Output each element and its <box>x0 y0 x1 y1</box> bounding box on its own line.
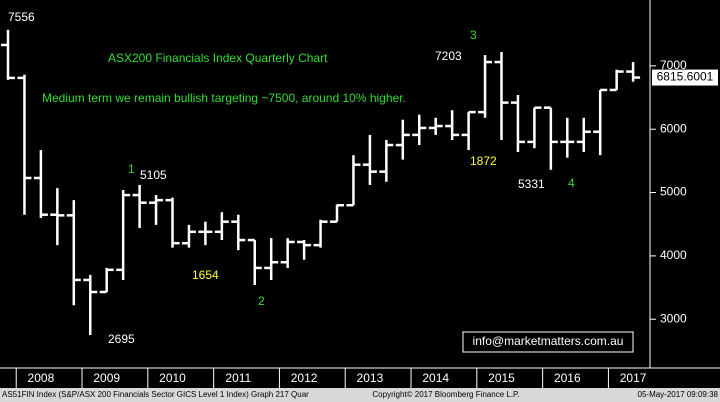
y-tick-label: 5000 <box>660 185 687 199</box>
x-tick-label: 2010 <box>159 371 186 385</box>
x-tick-label: 2017 <box>620 371 647 385</box>
annotation: 5331 <box>518 177 545 191</box>
x-tick-label: 2009 <box>93 371 120 385</box>
last-price-box <box>652 69 718 86</box>
y-tick-label: 3000 <box>660 311 687 325</box>
footer-left: AS51FIN Index (S&P/ASX 200 Financials Se… <box>2 390 309 399</box>
annotation: 7556 <box>8 10 35 24</box>
annotation: 1 <box>128 162 135 176</box>
last-price: 6815.6001 <box>657 70 714 84</box>
y-tick-label: 6000 <box>660 121 687 135</box>
footer-right: 05-May-2017 09:09:38 <box>638 390 719 399</box>
annotation: 5105 <box>140 168 167 182</box>
annotation: 7203 <box>435 49 462 63</box>
chart-subtitle: Medium term we remain bullish targeting … <box>42 91 406 105</box>
annotation: 2 <box>258 294 265 308</box>
x-tick-label: 2014 <box>422 371 449 385</box>
x-tick-label: 2012 <box>291 371 318 385</box>
y-tick-label: 4000 <box>660 248 687 262</box>
footer-bar <box>0 388 720 402</box>
annotation: 4 <box>568 176 575 190</box>
x-tick-label: 2008 <box>28 371 55 385</box>
y-tick-label: 7000 <box>660 58 687 72</box>
annotation: 1654 <box>192 268 219 282</box>
annotation: 3 <box>470 28 477 42</box>
x-tick-label: 2015 <box>488 371 515 385</box>
x-tick-label: 2011 <box>225 371 251 385</box>
x-tick-label: 2013 <box>357 371 384 385</box>
contact-box <box>462 331 634 353</box>
annotation: 1872 <box>470 154 497 168</box>
contact: info@marketmatters.com.au <box>473 334 624 348</box>
footer-center: Copyright© 2017 Bloomberg Finance L.P. <box>372 390 519 399</box>
chart-title: ASX200 Financials Index Quarterly Chart <box>108 51 328 65</box>
annotation: 2695 <box>108 332 135 346</box>
x-tick-label: 2016 <box>554 371 581 385</box>
